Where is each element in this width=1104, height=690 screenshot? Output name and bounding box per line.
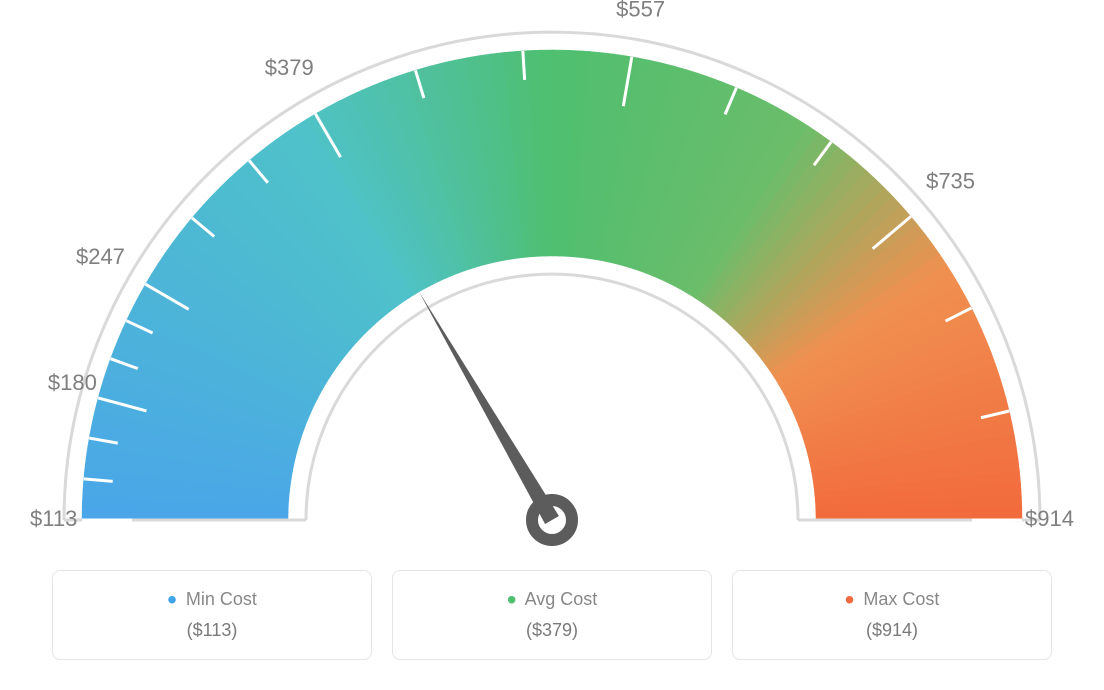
legend-label-min: Min Cost: [186, 589, 257, 609]
legend-value-avg: ($379): [403, 620, 701, 641]
legend-value-max: ($914): [743, 620, 1041, 641]
legend-card-avg: • Avg Cost ($379): [392, 570, 712, 660]
gauge-needle: [419, 292, 572, 540]
gauge-tick-label: $914: [1025, 506, 1074, 531]
gauge-tick-label: $247: [76, 244, 125, 269]
cost-gauge-chart: $113 $180 $247 $379 $557 $735 $914: [0, 0, 1104, 560]
gauge-tick-label: $735: [926, 169, 975, 194]
legend-label-max: Max Cost: [863, 589, 939, 609]
legend-card-min: • Min Cost ($113): [52, 570, 372, 660]
legend-dot-min: •: [167, 584, 177, 615]
legend-row: • Min Cost ($113) • Avg Cost ($379) • Ma…: [52, 570, 1052, 660]
legend-label-avg: Avg Cost: [525, 589, 598, 609]
gauge-arc: [82, 50, 1022, 521]
legend-card-max: • Max Cost ($914): [732, 570, 1052, 660]
gauge-svg: $113 $180 $247 $379 $557 $735 $914: [0, 0, 1104, 560]
gauge-tick-label: $113: [30, 506, 77, 531]
legend-value-min: ($113): [63, 620, 361, 641]
legend-dot-avg: •: [507, 584, 517, 615]
gauge-tick-label: $180: [48, 370, 97, 395]
gauge-tick-label: $379: [265, 55, 314, 80]
legend-dot-max: •: [845, 584, 855, 615]
gauge-tick-label: $557: [616, 0, 665, 21]
